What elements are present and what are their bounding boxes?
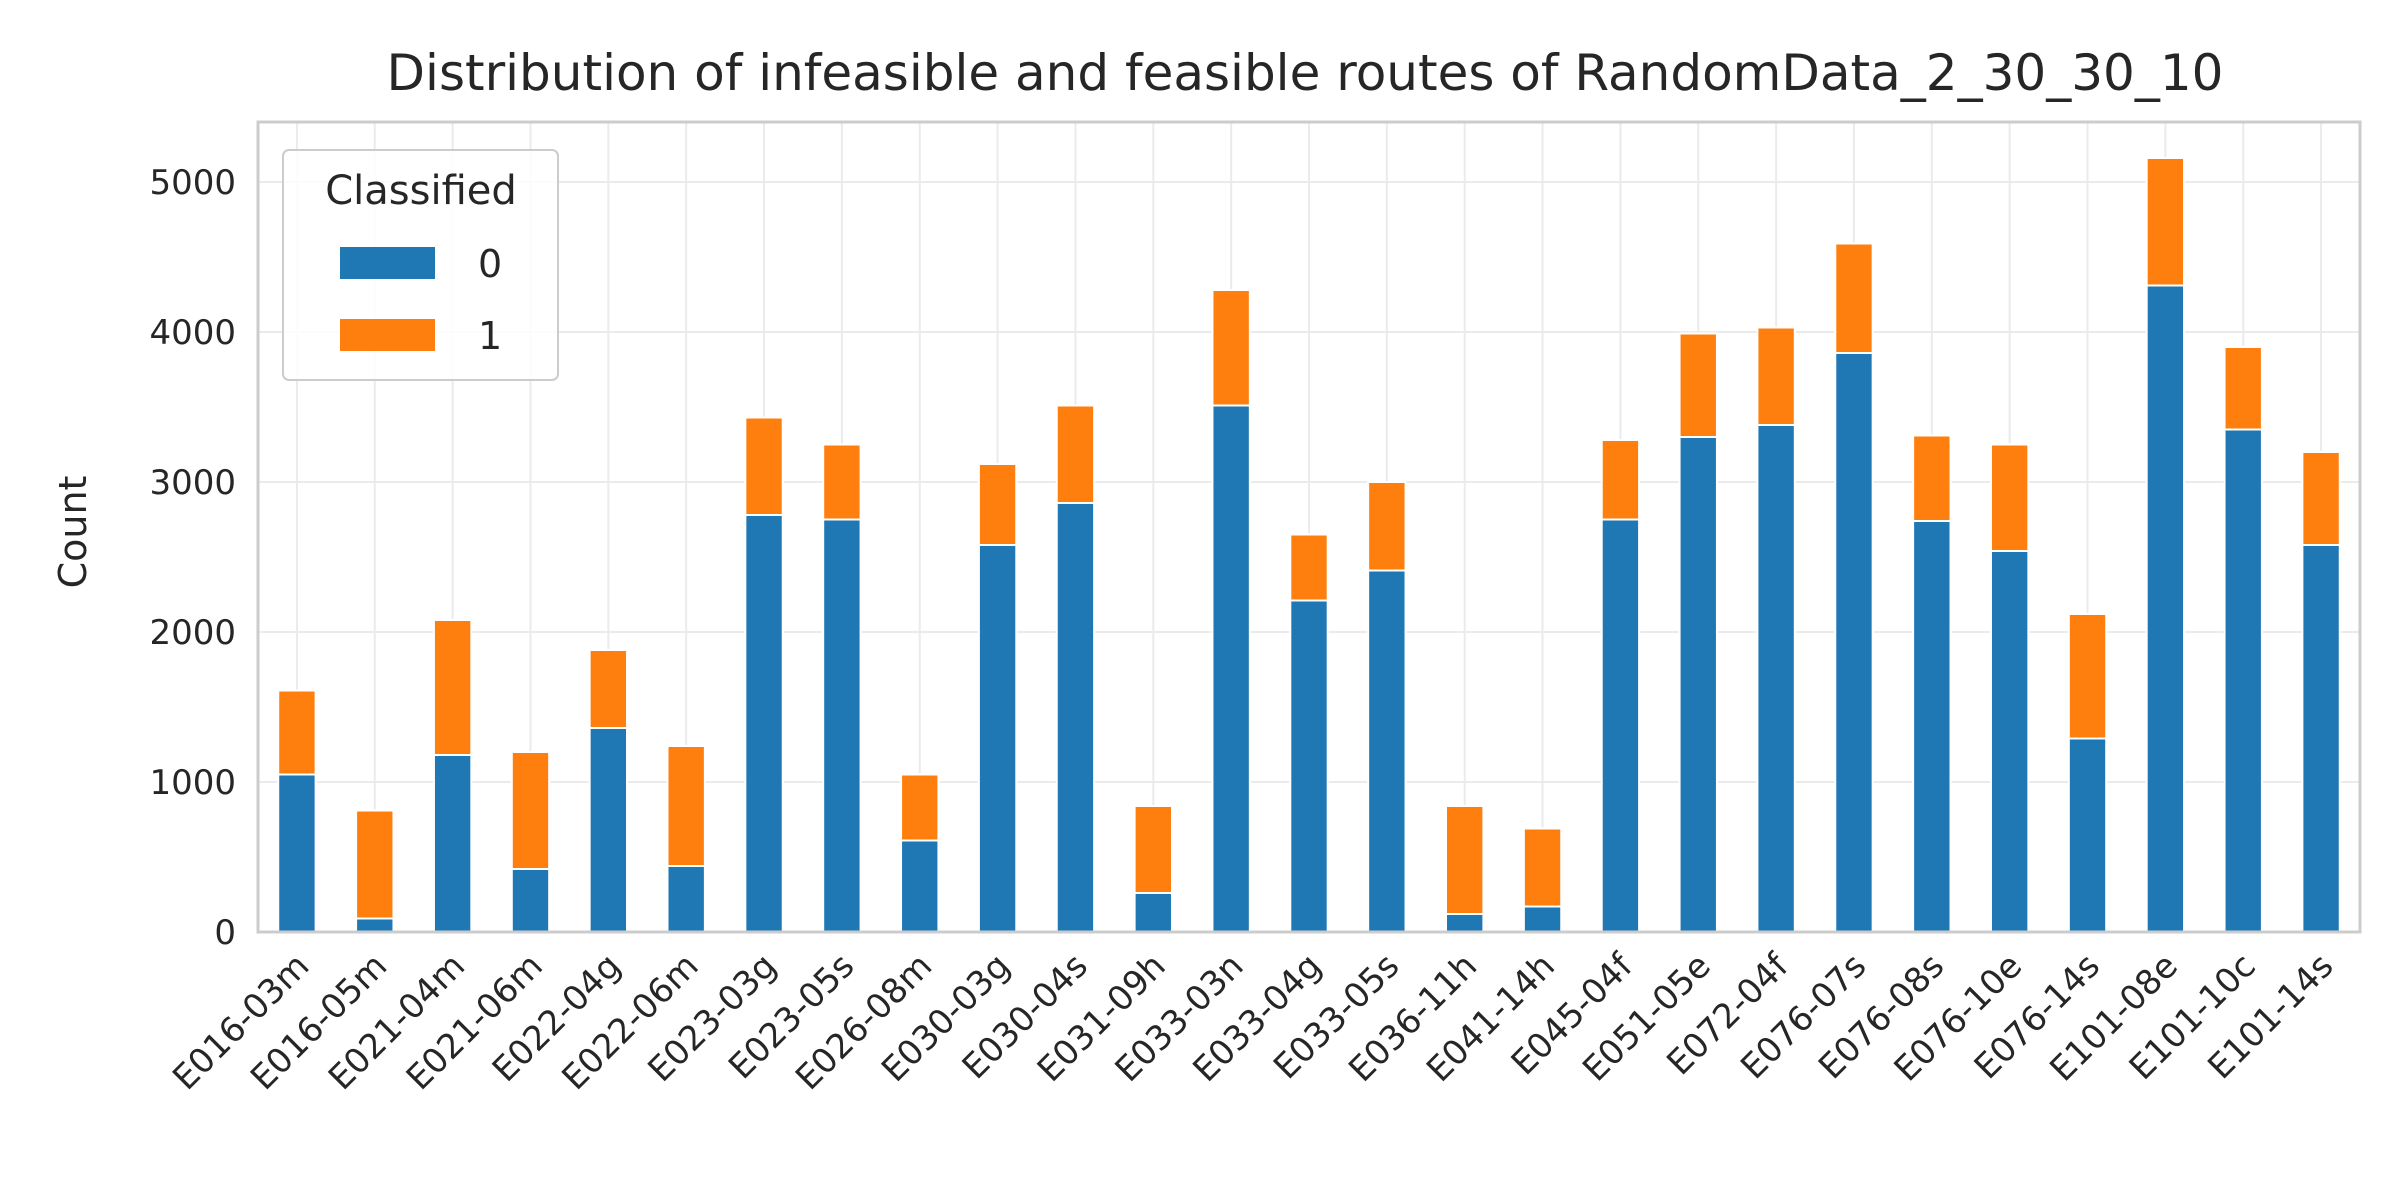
bar-series-1-E076-08s (1912, 434, 1952, 522)
bar-series-0-E076-14s (2067, 737, 2108, 933)
bar-series-1-E041-14h (1522, 827, 1563, 908)
bar-series-0-E026-08m (900, 839, 940, 933)
bar-series-1-E022-04g (588, 649, 629, 729)
bar-series-0-E076-10e (1989, 550, 2030, 933)
bar-series-0-E101-10c (2223, 428, 2263, 933)
bar-series-1-E031-09h (1133, 805, 1173, 894)
bar-series-0-E031-09h (1133, 892, 1173, 933)
chart-title: Distribution of infeasible and feasible … (387, 44, 2224, 102)
bar-series-1-E036-11h (1445, 805, 1485, 915)
y-tick-label: 3000 (149, 463, 236, 503)
bars-layer (277, 157, 2341, 933)
bar-series-0-E036-11h (1445, 913, 1485, 933)
plot-frame (256, 120, 2362, 934)
bar-series-1-E033-04g (1289, 533, 1329, 602)
bar-series-1-E026-08m (900, 773, 940, 842)
bar-series-1-E051-05e (1678, 332, 1718, 438)
bar-series-0-E023-05s (822, 518, 862, 933)
legend-swatch-series-0 (340, 247, 435, 279)
y-tick-label: 0 (214, 913, 236, 953)
bar-series-0-E022-06m (666, 865, 706, 933)
bar-series-1-E023-03g (744, 416, 784, 516)
bar-series-1-E033-03n (1211, 289, 1251, 407)
bar-series-1-E101-14s (2301, 451, 2341, 546)
legend-label-series-0: 0 (478, 242, 502, 286)
legend: Classified 0 1 (282, 149, 559, 381)
y-tick-label: 2000 (149, 613, 236, 653)
legend-swatch-series-1 (340, 319, 435, 351)
bar-series-1-E076-14s (2067, 613, 2108, 740)
y-tick-labels: 0 1000 2000 3000 4000 5000 (149, 163, 236, 953)
bar-series-0-E072-04f (1756, 424, 1796, 933)
bar-series-0-E076-08s (1912, 520, 1952, 933)
bar-series-1-E101-08e (2145, 157, 2186, 287)
bar-series-0-E101-08e (2145, 284, 2186, 933)
bar-series-1-E076-07s (1834, 242, 1874, 354)
y-tick-label: 4000 (149, 313, 236, 353)
bar-series-0-E076-07s (1834, 352, 1874, 933)
legend-title: Classified (325, 168, 517, 214)
bar-series-0-E030-03g (977, 544, 1018, 933)
bar-series-0-E023-03g (744, 514, 784, 933)
bar-series-0-E021-04m (432, 754, 473, 933)
bar-series-0-E021-06m (510, 868, 551, 933)
y-tick-label: 1000 (149, 763, 236, 803)
bar-series-0-E051-05e (1678, 436, 1718, 933)
bar-series-1-E021-04m (432, 619, 473, 756)
bar-series-1-E021-06m (510, 751, 551, 870)
bar-series-0-E016-03m (277, 773, 317, 933)
bar-series-0-E022-04g (588, 727, 629, 933)
bar-series-0-E101-14s (2301, 544, 2341, 933)
bar-series-1-E045-04f (1600, 439, 1641, 521)
bar-series-1-E016-03m (277, 689, 317, 776)
y-tick-label: 5000 (149, 163, 236, 203)
bar-series-0-E033-05s (1367, 569, 1407, 933)
bar-series-1-E101-10c (2223, 346, 2263, 431)
bar-series-1-E076-10e (1989, 443, 2030, 552)
bar-series-0-E045-04f (1600, 518, 1641, 933)
bar-series-1-E072-04f (1756, 326, 1796, 426)
bar-series-0-E033-03n (1211, 404, 1251, 933)
bar-series-0-E030-04s (1055, 502, 1096, 933)
y-axis-label: Count (51, 476, 95, 589)
bar-series-1-E016-05m (355, 809, 395, 920)
bar-series-0-E016-05m (355, 917, 395, 933)
bar-series-1-E022-06m (666, 745, 706, 867)
bar-series-1-E030-03g (977, 463, 1018, 546)
bar-series-1-E030-04s (1055, 404, 1096, 504)
bar-series-1-E023-05s (822, 443, 862, 521)
bar-series-0-E041-14h (1522, 905, 1563, 933)
legend-label-series-1: 1 (478, 314, 502, 358)
bar-series-1-E033-05s (1367, 481, 1407, 572)
bar-series-0-E033-04g (1289, 599, 1329, 933)
